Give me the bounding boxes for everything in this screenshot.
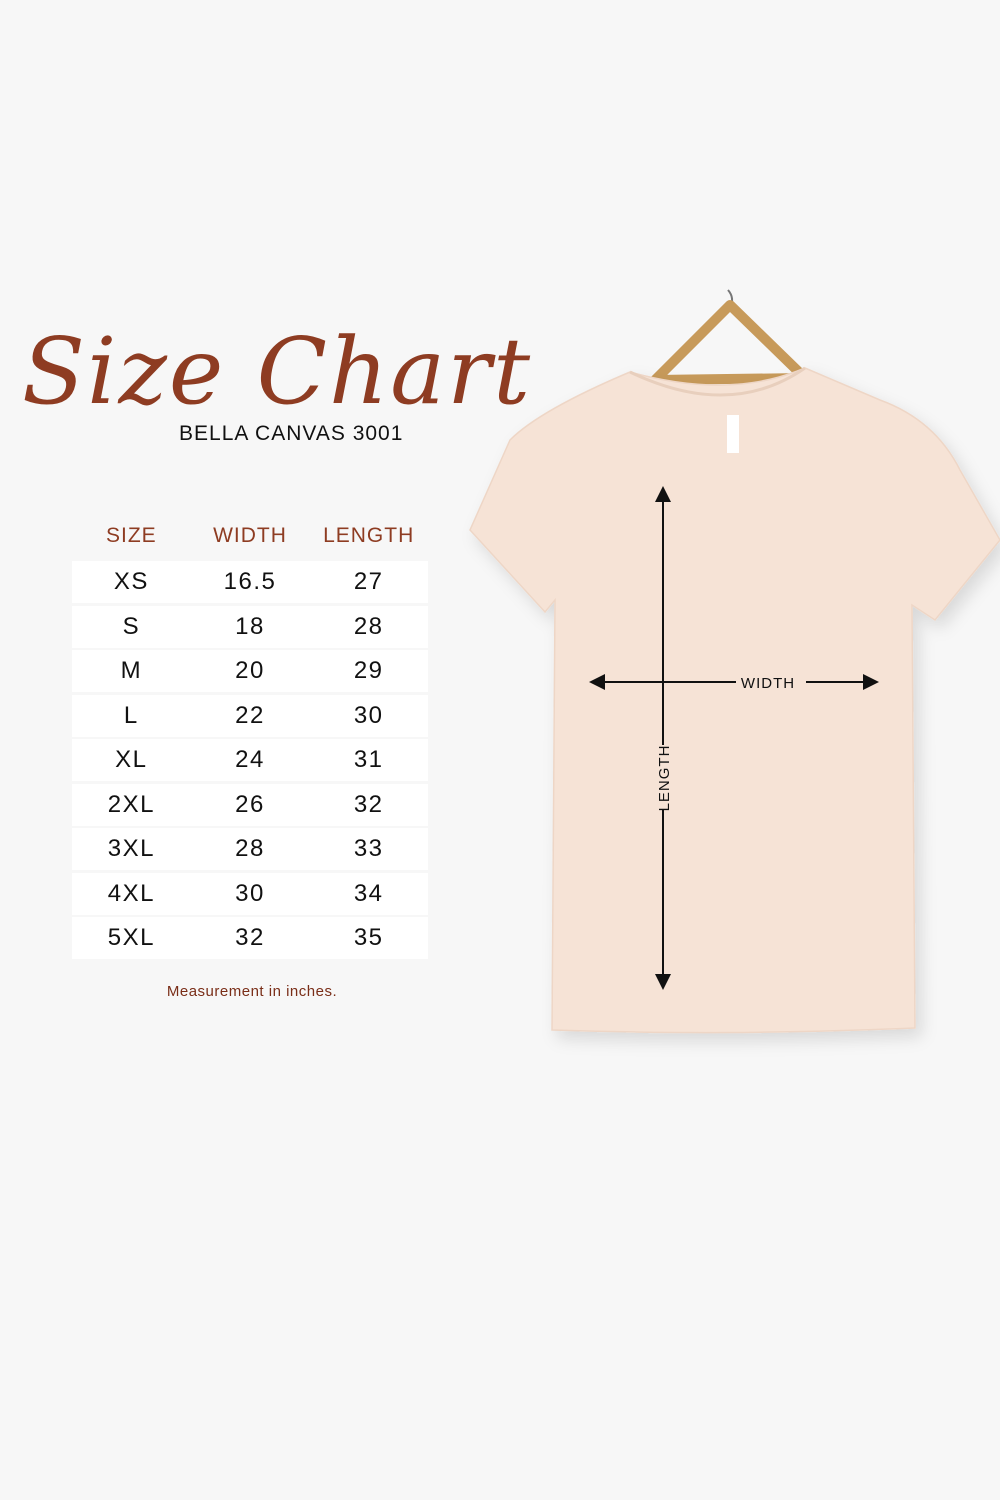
- size-chart-title: Size Chart: [22, 318, 533, 425]
- hanger-icon: [650, 289, 810, 385]
- table-row: 2XL 26 32: [72, 783, 428, 826]
- size-table: XS 16.5 27 S 18 28 M 20 29 L 22 30 XL 24 31 2XL 26 32 3XL 2…: [72, 561, 428, 962]
- size-cell: L: [123, 701, 139, 729]
- width-cell: 30: [235, 879, 265, 907]
- size-cell: M: [120, 657, 143, 684]
- length-cell: 29: [353, 657, 384, 684]
- length-cell: 32: [353, 790, 384, 818]
- table-header: SIZE WIDTH LENGTH: [72, 524, 428, 548]
- length-cell: 30: [353, 701, 384, 729]
- product-subtitle: BELLA CANVAS 3001: [179, 422, 404, 445]
- header-size: SIZE: [105, 524, 157, 547]
- length-cell: 31: [353, 746, 384, 773]
- tshirt-body: [469, 367, 1000, 1034]
- width-label: WIDTH: [741, 675, 795, 692]
- header-length: LENGTH: [323, 524, 415, 547]
- width-cell: 22: [235, 701, 265, 729]
- size-cell: 2XL: [107, 790, 155, 818]
- width-cell: 16.5: [223, 568, 277, 595]
- length-cell: 27: [353, 568, 384, 595]
- table-row: S 18 28: [72, 605, 428, 648]
- table-row: XS 16.5 27: [72, 561, 428, 603]
- width-cell: 26: [235, 790, 265, 818]
- tag: [727, 415, 739, 453]
- width-cell: 28: [235, 835, 265, 862]
- size-cell: XS: [113, 568, 149, 595]
- header-width: WIDTH: [213, 524, 287, 547]
- table-row: M 20 29: [72, 650, 428, 692]
- table-row: 5XL 32 35: [72, 917, 428, 959]
- length-label: LENGTH: [656, 745, 673, 812]
- table-row: 4XL 30 34: [72, 872, 428, 915]
- width-cell: 24: [235, 746, 265, 773]
- length-cell: 35: [353, 924, 384, 951]
- width-cell: 18: [235, 612, 265, 640]
- length-cell: 34: [353, 879, 384, 907]
- table-row: 3XL 28 33: [72, 828, 428, 870]
- size-cell: S: [122, 612, 141, 640]
- size-cell: XL: [115, 746, 148, 773]
- table-row: L 22 30: [72, 694, 428, 737]
- length-cell: 28: [353, 612, 384, 640]
- measurement-note: Measurement in inches.: [166, 983, 338, 1000]
- width-cell: 20: [235, 657, 265, 684]
- table-row: XL 24 31: [72, 739, 428, 781]
- size-cell: 5XL: [107, 924, 155, 951]
- length-cell: 33: [353, 835, 384, 862]
- size-cell: 3XL: [107, 835, 155, 862]
- size-cell: 4XL: [107, 879, 155, 907]
- width-cell: 32: [235, 924, 265, 951]
